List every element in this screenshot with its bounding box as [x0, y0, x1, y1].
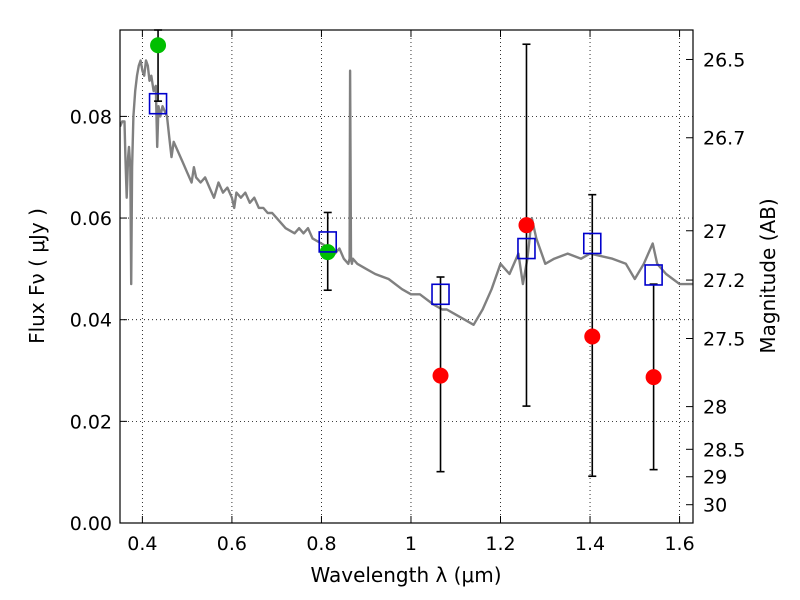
x-tick-label: 1 [405, 533, 417, 555]
x-axis-label: Wavelength λ (μm) [310, 563, 501, 587]
spectrum-layer [120, 59, 693, 326]
green-point [150, 37, 167, 54]
x-tick-label: 1.2 [485, 533, 515, 555]
red-point [645, 369, 662, 386]
plot-frame [119, 29, 694, 524]
squares-layer [148, 92, 663, 306]
mag-tick-label: 30 [703, 495, 727, 517]
ticks: 0.4 0.6 0.8 1 1.2 1.4 1.6 0.00 0.02 0.04 0.06 0.08 2… [70, 30, 745, 555]
y-axis-label: Flux Fν ( μJy ) [25, 208, 49, 344]
mag-tick-label: 27.2 [703, 270, 745, 292]
y-tick-label: 0.00 [70, 513, 112, 535]
y-tick-label: 0.04 [70, 310, 112, 332]
red-point [432, 367, 449, 384]
mag-tick-label: 27 [703, 221, 727, 243]
y-tick-label: 0.08 [70, 106, 112, 128]
errorbar-layer [154, 29, 658, 478]
mag-tick-label: 26.5 [703, 49, 745, 71]
mag-tick-label: 29 [703, 467, 727, 489]
grid [120, 30, 693, 524]
model-square [148, 92, 168, 115]
model-square [318, 231, 338, 253]
red-point [584, 328, 601, 345]
x-tick-label: 0.4 [127, 533, 157, 555]
y2-axis-label: Magnitude (AB) [756, 198, 780, 353]
model-square [431, 283, 450, 306]
spectrum-line [120, 59, 693, 326]
mag-tick-label: 28.5 [703, 439, 745, 461]
mag-tick-label: 26.7 [703, 128, 745, 150]
x-tick-label: 0.6 [217, 533, 247, 555]
y-tick-label: 0.02 [70, 411, 112, 433]
mag-tick-label: 28 [703, 397, 727, 419]
x-tick-label: 1.6 [664, 533, 694, 555]
model-square [517, 237, 536, 260]
mag-tick-label: 27.5 [703, 329, 745, 351]
x-tick-label: 0.8 [306, 533, 336, 555]
y-tick-label: 0.06 [70, 208, 112, 230]
model-square [644, 264, 663, 286]
points-layer [150, 37, 662, 386]
model-square [582, 232, 602, 255]
red-point [518, 217, 535, 234]
x-tick-label: 1.4 [575, 533, 605, 555]
